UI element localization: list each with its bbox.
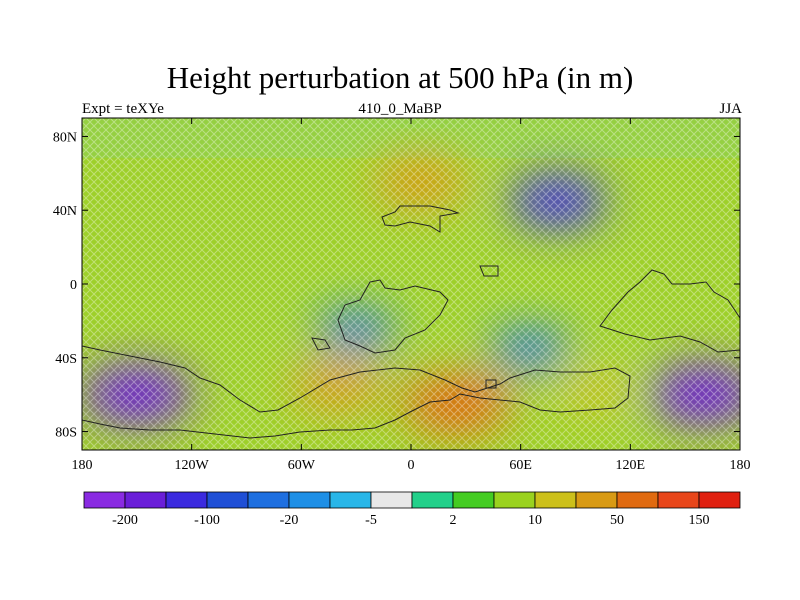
- colorbar-box: [329, 491, 372, 509]
- lon-label: 180: [72, 458, 93, 473]
- lat-label: 0: [70, 278, 77, 293]
- colorbar-box: [83, 491, 126, 509]
- coastline-2: [479, 265, 499, 277]
- coastline-5: [311, 337, 331, 351]
- colorbar-label: 50: [610, 513, 624, 528]
- colorbar-label: -20: [280, 513, 299, 528]
- lat-label: 80N: [53, 130, 77, 145]
- colorbar-box: [657, 491, 700, 509]
- coastline-6: [485, 379, 497, 389]
- colorbar-box: [698, 491, 741, 509]
- period-label: 410_0_MaBP: [358, 101, 442, 117]
- colorbar-box: [493, 491, 536, 509]
- coastline-1: [337, 279, 449, 354]
- colorbar-box: [165, 491, 208, 509]
- lon-label: 60E: [509, 458, 532, 473]
- lat-label: 40N: [53, 204, 77, 219]
- coastline-4: [82, 345, 631, 439]
- season-label: JJA: [719, 101, 742, 117]
- plot-title: Height perturbation at 500 hPa (in m): [166, 60, 634, 95]
- lat-label: 80S: [55, 426, 77, 441]
- colorbar-box: [575, 491, 618, 509]
- height-perturbation-field: [82, 118, 740, 450]
- colorbar-box: [411, 491, 454, 509]
- lon-label: 120E: [616, 458, 646, 473]
- axis-ticks: 80N 40N 0 40S 80S 180 120W 60W 0 60E 120E 180: [53, 118, 751, 473]
- colorbar-box: [206, 491, 249, 509]
- colorbar-box: [534, 491, 577, 509]
- colorbar-box: [288, 491, 331, 509]
- colorbar-label: 150: [689, 513, 710, 528]
- colorbar-box: [124, 491, 167, 509]
- lon-label: 180: [730, 458, 751, 473]
- lon-label: 60W: [288, 458, 316, 473]
- experiment-label: Expt = teXYe: [82, 101, 164, 117]
- colorbar-box: [370, 491, 413, 509]
- lon-label: 120W: [175, 458, 210, 473]
- colorbar-label: 2: [450, 513, 457, 528]
- colorbar: -200 -100 -20 -5 2 10 50 150: [83, 491, 741, 528]
- lat-label: 40S: [55, 352, 77, 367]
- coastline-0: [381, 205, 460, 233]
- coastline-3: [599, 269, 740, 353]
- lon-label: 0: [408, 458, 415, 473]
- colorbar-box: [452, 491, 495, 509]
- colorbar-label: -100: [194, 513, 220, 528]
- coastlines: [82, 205, 740, 439]
- colorbar-label: -200: [112, 513, 138, 528]
- colorbar-box: [247, 491, 290, 509]
- colorbar-label: 10: [528, 513, 542, 528]
- colorbar-box: [616, 491, 659, 509]
- colorbar-label: -5: [365, 513, 377, 528]
